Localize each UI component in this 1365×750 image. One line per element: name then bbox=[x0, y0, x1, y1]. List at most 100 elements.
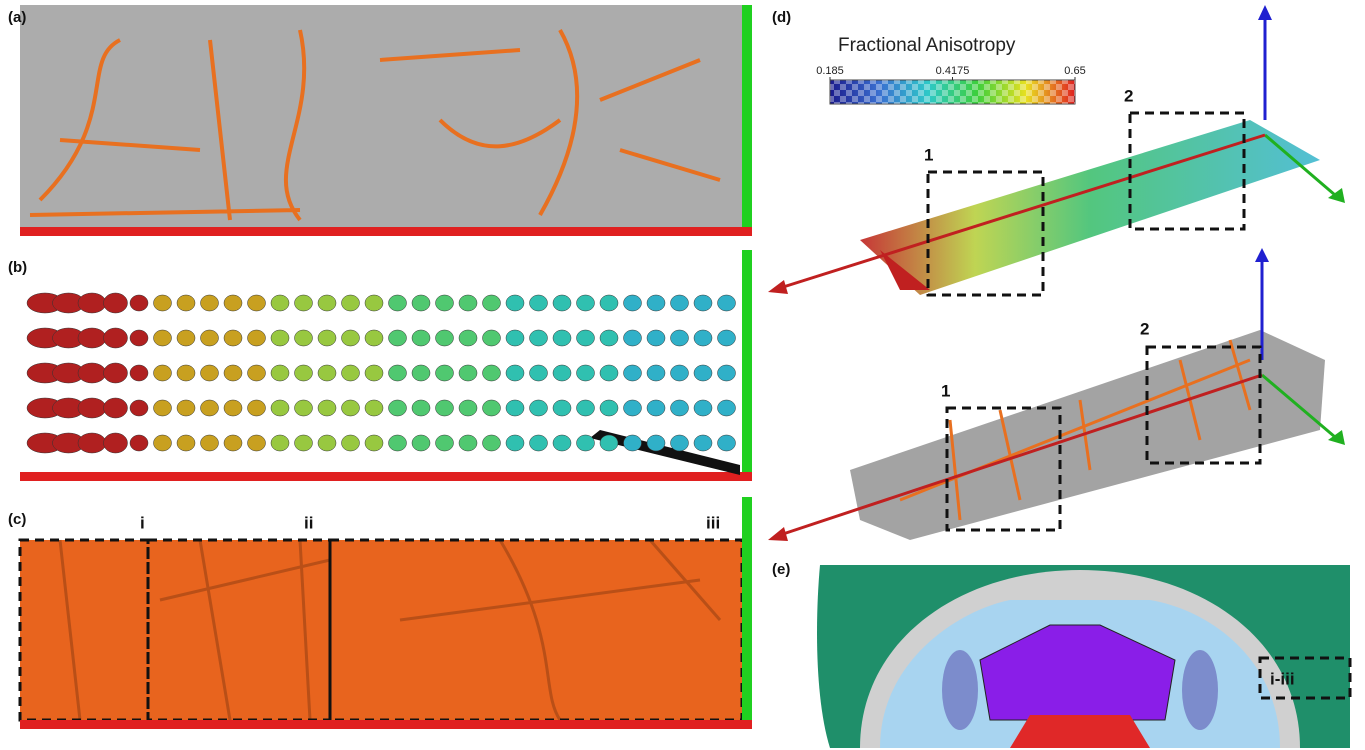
glyph bbox=[248, 365, 266, 381]
glyph bbox=[624, 365, 642, 381]
glyph bbox=[577, 295, 595, 311]
glyph bbox=[459, 295, 477, 311]
glyph bbox=[553, 435, 571, 451]
region-label: iii bbox=[706, 513, 720, 532]
glyph bbox=[553, 295, 571, 311]
glyph bbox=[130, 365, 148, 381]
x-axis-arrow bbox=[780, 135, 1265, 288]
glyph bbox=[271, 365, 289, 381]
glyph bbox=[201, 295, 219, 311]
glyph bbox=[248, 295, 266, 311]
glyph bbox=[577, 365, 595, 381]
glyph bbox=[201, 365, 219, 381]
glyph bbox=[154, 365, 172, 381]
glyph bbox=[295, 365, 313, 381]
glyph bbox=[647, 295, 665, 311]
glyph bbox=[506, 295, 524, 311]
glyph bbox=[694, 435, 712, 451]
glyph bbox=[389, 400, 407, 416]
region-label: 1 bbox=[924, 145, 933, 164]
glyph bbox=[248, 400, 266, 416]
glyph bbox=[130, 435, 148, 451]
glyph bbox=[553, 400, 571, 416]
colorbar-checker bbox=[830, 80, 1075, 104]
glyph bbox=[436, 330, 454, 346]
glyph bbox=[271, 400, 289, 416]
glyph bbox=[130, 330, 148, 346]
glyph bbox=[365, 435, 383, 451]
glyph bbox=[342, 435, 360, 451]
glyph bbox=[342, 400, 360, 416]
glyph bbox=[483, 365, 501, 381]
glyph bbox=[671, 295, 689, 311]
glyph bbox=[530, 365, 548, 381]
glyph bbox=[436, 400, 454, 416]
glyph bbox=[271, 330, 289, 346]
glyph bbox=[295, 295, 313, 311]
glyph bbox=[577, 330, 595, 346]
glyph bbox=[553, 365, 571, 381]
arrowhead bbox=[1258, 5, 1272, 20]
glyph bbox=[412, 295, 430, 311]
glyph bbox=[389, 330, 407, 346]
glyph bbox=[154, 330, 172, 346]
panel-e: (e) i-iii bbox=[772, 561, 1350, 748]
glyph bbox=[177, 330, 195, 346]
glyph bbox=[154, 435, 172, 451]
glyph bbox=[342, 330, 360, 346]
glyph bbox=[600, 435, 618, 451]
arrowhead bbox=[768, 280, 788, 294]
glyph bbox=[224, 330, 242, 346]
glyph bbox=[224, 435, 242, 451]
glyph bbox=[389, 365, 407, 381]
glyph bbox=[624, 400, 642, 416]
glyph bbox=[506, 400, 524, 416]
colorbar-tick-label: 0.185 bbox=[816, 65, 844, 77]
colorbar-tick-label: 0.65 bbox=[1064, 65, 1085, 77]
glyph bbox=[436, 295, 454, 311]
panel-label: (b) bbox=[8, 259, 27, 276]
glyph bbox=[647, 365, 665, 381]
figure: (a) (b) (c) i ii iii (d) Fractional Anis… bbox=[0, 0, 1365, 750]
glyph bbox=[506, 330, 524, 346]
glyph bbox=[530, 330, 548, 346]
glyph bbox=[154, 295, 172, 311]
glyph bbox=[530, 435, 548, 451]
glyph bbox=[624, 330, 642, 346]
glyph bbox=[177, 400, 195, 416]
glyph bbox=[718, 435, 736, 451]
glyph bbox=[154, 400, 172, 416]
panel-label: (e) bbox=[772, 561, 790, 578]
region-label: 2 bbox=[1140, 319, 1149, 338]
glyph bbox=[436, 435, 454, 451]
glyph bbox=[104, 433, 128, 453]
glyph bbox=[318, 295, 336, 311]
glyph bbox=[342, 365, 360, 381]
glyph bbox=[483, 295, 501, 311]
glyph bbox=[177, 295, 195, 311]
glyph bbox=[177, 435, 195, 451]
glyph bbox=[104, 293, 128, 313]
region-label: 2 bbox=[1124, 86, 1133, 105]
glyph bbox=[295, 400, 313, 416]
y-axis-bar bbox=[742, 250, 752, 472]
glyph bbox=[600, 400, 618, 416]
glyph bbox=[671, 330, 689, 346]
glyph bbox=[389, 435, 407, 451]
glyph bbox=[365, 295, 383, 311]
tissue-haze bbox=[20, 5, 742, 227]
glyph bbox=[459, 400, 477, 416]
glyph bbox=[718, 400, 736, 416]
glyph bbox=[224, 295, 242, 311]
glyph bbox=[318, 365, 336, 381]
x-axis-bar bbox=[20, 720, 752, 729]
region-label: ii bbox=[304, 513, 313, 532]
glyph bbox=[130, 400, 148, 416]
glyph bbox=[436, 365, 454, 381]
glyph bbox=[459, 365, 477, 381]
glyph bbox=[600, 365, 618, 381]
glyph bbox=[224, 365, 242, 381]
glyph bbox=[389, 295, 407, 311]
glyph bbox=[78, 433, 106, 453]
vessel-image bbox=[20, 540, 742, 720]
